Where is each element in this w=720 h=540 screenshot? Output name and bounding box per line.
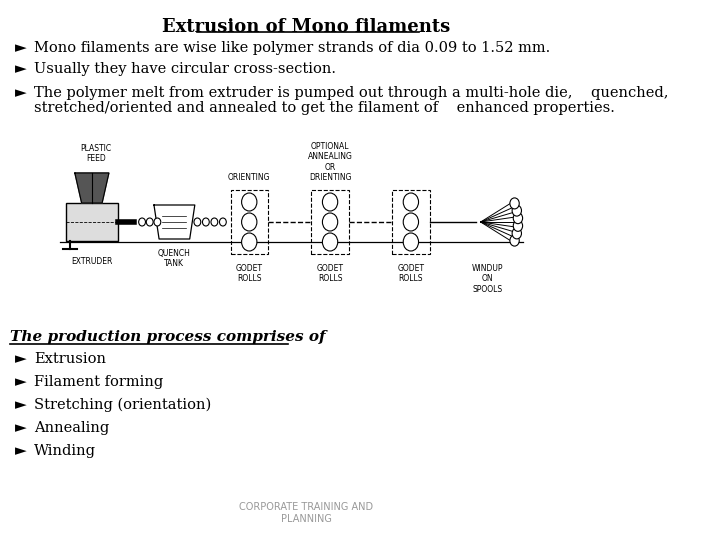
Text: WINDUP
ON
SPOOLS: WINDUP ON SPOOLS [472, 264, 503, 294]
Text: ►: ► [15, 352, 27, 366]
FancyBboxPatch shape [66, 203, 118, 241]
Circle shape [220, 218, 226, 226]
Text: stretched/oriented and annealed to get the filament of    enhanced properties.: stretched/oriented and annealed to get t… [34, 101, 615, 115]
Circle shape [146, 218, 153, 226]
Polygon shape [75, 173, 109, 203]
Circle shape [242, 233, 257, 251]
Circle shape [323, 193, 338, 211]
Circle shape [512, 228, 521, 239]
Text: CORPORATE TRAINING AND
PLANNING: CORPORATE TRAINING AND PLANNING [239, 502, 373, 524]
Text: Extrusion of Mono filaments: Extrusion of Mono filaments [162, 18, 451, 36]
FancyBboxPatch shape [311, 190, 348, 254]
Text: ►: ► [15, 421, 27, 435]
Circle shape [510, 198, 519, 209]
Circle shape [512, 205, 521, 216]
Circle shape [403, 193, 418, 211]
Text: Filament forming: Filament forming [34, 375, 163, 389]
Circle shape [154, 218, 161, 226]
Circle shape [323, 233, 338, 251]
Text: Mono filaments are wise like polymer strands of dia 0.09 to 1.52 mm.: Mono filaments are wise like polymer str… [34, 41, 550, 55]
Text: The production process comprises of: The production process comprises of [10, 330, 325, 344]
Circle shape [513, 213, 523, 224]
Polygon shape [154, 205, 195, 239]
Text: OPTIONAL
ANNEALING
OR
DRIENTING: OPTIONAL ANNEALING OR DRIENTING [307, 142, 353, 182]
Circle shape [323, 213, 338, 231]
Text: GODET
ROLLS: GODET ROLLS [317, 264, 343, 284]
FancyBboxPatch shape [230, 190, 268, 254]
Text: ORIENTING: ORIENTING [228, 173, 271, 182]
Text: QUENCH
TANK: QUENCH TANK [158, 249, 191, 268]
Text: Stretching (orientation): Stretching (orientation) [34, 398, 211, 413]
Circle shape [202, 218, 210, 226]
Text: ►: ► [15, 41, 27, 55]
Text: ►: ► [15, 398, 27, 412]
Circle shape [211, 218, 217, 226]
Text: The polymer melt from extruder is pumped out through a multi-hole die,    quench: The polymer melt from extruder is pumped… [34, 86, 669, 100]
Text: ►: ► [15, 375, 27, 389]
Text: Extrusion: Extrusion [34, 352, 106, 366]
Text: ►: ► [15, 444, 27, 458]
Circle shape [403, 233, 418, 251]
Circle shape [242, 193, 257, 211]
Text: Annealing: Annealing [34, 421, 109, 435]
Text: GODET
ROLLS: GODET ROLLS [235, 264, 263, 284]
Text: PLASTIC
FEED: PLASTIC FEED [81, 144, 112, 163]
Text: EXTRUDER: EXTRUDER [71, 257, 112, 266]
Circle shape [194, 218, 201, 226]
Text: Usually they have circular cross-section.: Usually they have circular cross-section… [34, 62, 336, 76]
Circle shape [139, 218, 145, 226]
Text: ►: ► [15, 86, 27, 100]
Text: GODET
ROLLS: GODET ROLLS [397, 264, 424, 284]
Text: Winding: Winding [34, 444, 96, 458]
Text: ►: ► [15, 62, 27, 76]
Circle shape [403, 213, 418, 231]
Circle shape [510, 235, 519, 246]
Circle shape [513, 220, 523, 231]
Circle shape [242, 213, 257, 231]
FancyBboxPatch shape [392, 190, 430, 254]
